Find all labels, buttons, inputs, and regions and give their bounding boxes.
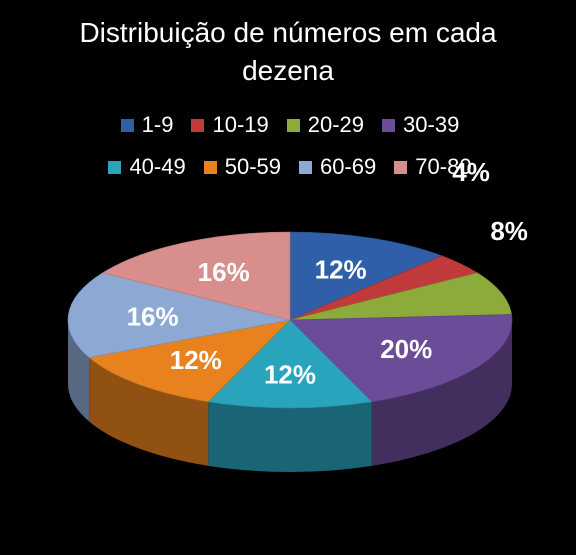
legend-item-1-9: 1-9	[120, 112, 174, 138]
pie-label-1-9: 12%	[315, 254, 367, 284]
pie-slice-1-9	[289, 231, 443, 321]
legend-label-40-49: 40-49	[129, 154, 186, 179]
pie-slice-30-39	[289, 314, 513, 403]
pie-label-10-19: 4%	[452, 157, 490, 187]
legend-row-1: 1-9 10-19 20-29 30-39	[60, 104, 520, 146]
pie-slice-60-69	[67, 272, 291, 358]
legend-item-40-49: 40-49	[108, 154, 186, 180]
pie-label-30-39: 20%	[380, 334, 432, 364]
pie-label-70-80: 16%	[198, 257, 250, 287]
legend-swatch-1-9	[120, 118, 134, 132]
pie-depth-group	[68, 320, 512, 473]
pie-side-60-69	[68, 320, 90, 422]
legend-item-50-59: 50-59	[203, 154, 281, 180]
chart-title-line-1: Distribuição de números em cada	[79, 17, 497, 48]
legend-label-1-9: 1-9	[141, 112, 174, 137]
legend-label-20-29: 20-29	[307, 112, 365, 137]
legend-item-60-69: 60-69	[299, 154, 376, 180]
legend-item-70-80: 70-80	[394, 154, 472, 180]
chart-title-line-2: dezena	[242, 55, 334, 86]
legend-label-60-69: 60-69	[320, 154, 377, 179]
legend-swatch-60-69	[299, 160, 312, 174]
legend-swatch-30-39	[382, 118, 396, 132]
legend-swatch-40-49	[108, 160, 122, 174]
pie-slice-20-29	[289, 272, 512, 321]
legend-label-50-59: 50-59	[224, 154, 281, 179]
pie-side-40-49	[208, 401, 372, 473]
pie-slice-40-49	[207, 319, 373, 409]
legend-label-10-19: 10-19	[212, 112, 269, 137]
pie-top-group	[67, 231, 513, 409]
legend-item-10-19: 10-19	[191, 112, 269, 138]
pie-label-50-59: 12%	[170, 345, 222, 375]
pie-label-60-69: 16%	[127, 302, 179, 332]
pie-slice-70-80	[101, 231, 291, 321]
legend-swatch-10-19	[191, 118, 205, 132]
pie-label-40-49: 12%	[264, 360, 316, 390]
pie-side-30-39	[371, 320, 512, 466]
legend-swatch-20-29	[286, 118, 300, 132]
chart-title: Distribuição de números em cada dezena	[0, 14, 576, 90]
pie-slice-50-59	[88, 319, 291, 403]
legend-label-70-80: 70-80	[415, 154, 472, 179]
legend: 1-9 10-19 20-29 30-39 40-49 50-59	[60, 104, 520, 188]
legend-row-2: 40-49 50-59 60-69 70-80	[60, 146, 520, 188]
legend-swatch-50-59	[203, 160, 217, 174]
pie-side-50-59	[89, 357, 209, 466]
legend-swatch-70-80	[394, 160, 408, 174]
legend-item-30-39: 30-39	[382, 112, 459, 138]
pie-label-20-29: 8%	[490, 216, 528, 246]
pie-label-group: 12% 4%8% 20% 12% 12% 16% 16%	[127, 157, 528, 390]
legend-label-30-39: 30-39	[403, 112, 460, 137]
legend-item-20-29: 20-29	[286, 112, 365, 138]
